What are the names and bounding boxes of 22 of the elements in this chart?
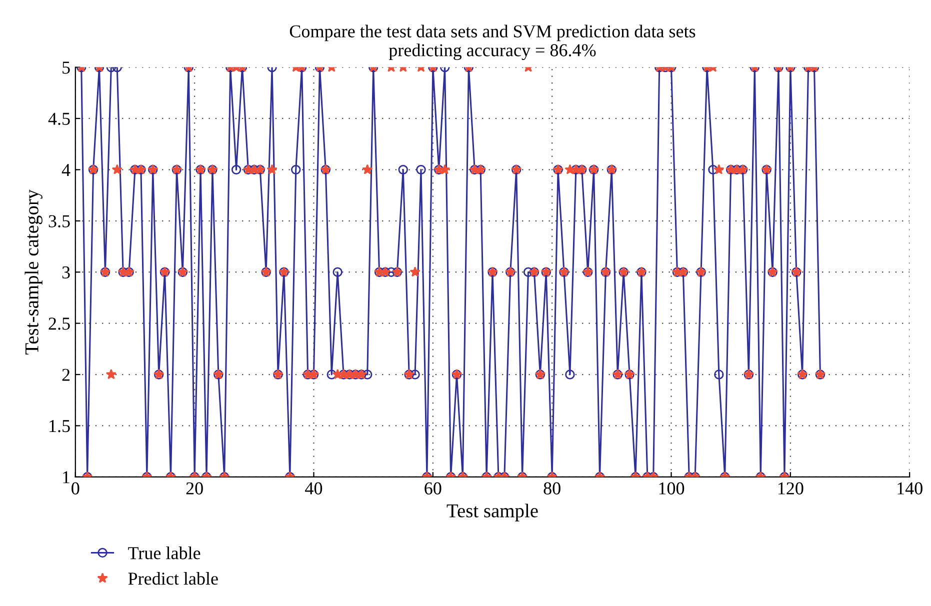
x-tick-label: 80 — [544, 482, 560, 494]
x-tick-label: 120 — [778, 482, 804, 494]
legend-label: True lable — [128, 546, 200, 560]
x-tick-label: 60 — [424, 482, 442, 494]
x-tick-label: 0 — [72, 482, 80, 494]
y-axis-title: Test-sample category — [24, 189, 42, 354]
y-tick-label: 3 — [62, 266, 70, 279]
legend-label: Predict lable — [128, 572, 218, 585]
y-tick-label: 2 — [62, 368, 70, 381]
x-axis-title: Test sample — [446, 504, 538, 522]
y-tick-label: 3.5 — [48, 215, 70, 228]
chart-title: Compare the test data sets and SVM prediction data sets predicting accuracy = 86.4% — [290, 24, 696, 60]
y-tick-label: 2.5 — [48, 318, 70, 330]
y-tick-label: 1 — [63, 471, 70, 484]
y-tick-label: 4 — [62, 164, 70, 176]
x-tick-label: 140 — [898, 482, 922, 494]
y-tick-label: 4.5 — [48, 112, 70, 125]
x-tick-label: 40 — [305, 482, 322, 494]
y-tick-label: 5 — [62, 62, 70, 74]
y-tick-label: 1.5 — [50, 420, 70, 432]
x-tick-label: 100 — [659, 482, 684, 494]
x-tick-label: 20 — [186, 482, 203, 494]
